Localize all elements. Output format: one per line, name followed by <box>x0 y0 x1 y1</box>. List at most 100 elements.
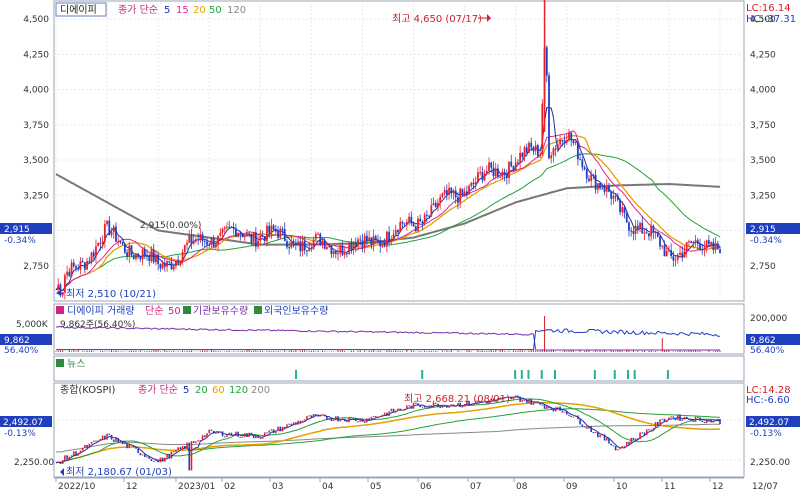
price-candle-body <box>579 159 581 161</box>
price-candle-body <box>383 243 386 247</box>
period-20: 20 <box>193 5 206 16</box>
kospi-candle-body <box>159 457 162 463</box>
price-candle-body <box>217 235 220 245</box>
kospi-hc-value: HC:-6.60 <box>746 395 790 406</box>
kospi-candle-body <box>146 456 148 458</box>
kospi-candle-body <box>670 416 672 418</box>
kospi-candle-body <box>446 404 448 408</box>
price-candle-body <box>616 196 619 200</box>
price-y-tick-left: 4,000 <box>23 86 49 96</box>
price-candle-body <box>623 207 626 214</box>
price-candle-body <box>712 242 715 251</box>
price-candle-body <box>639 222 641 229</box>
price-candle-body <box>590 174 593 181</box>
kospi-candle-body <box>539 402 541 405</box>
price-candle-body <box>332 251 335 255</box>
volume-legend[interactable]: 디에이피 거래량 단순 50 기관보유수량 외국인보유수량 <box>56 305 328 317</box>
price-candle-body <box>461 188 464 195</box>
kospi-candle-body <box>630 437 632 445</box>
kospi-candle-body <box>514 395 517 397</box>
price-candle-body <box>297 241 299 245</box>
kospi-candle-body <box>337 416 339 422</box>
price-candle-body <box>523 147 526 158</box>
kospi-candle-body <box>97 440 99 442</box>
kospi-candle-body <box>179 447 182 450</box>
price-candle-body <box>172 266 175 270</box>
kospi-candle-body <box>372 416 375 418</box>
kospi-candle-body <box>588 426 590 429</box>
volume-badge-right-pct: 56.40% <box>750 346 785 356</box>
kospi-candle-body <box>203 435 206 438</box>
price-candle-body <box>221 228 224 233</box>
price-candle-body <box>61 292 64 296</box>
kospi-candle-body <box>368 418 370 421</box>
kospi-candle-body <box>406 405 408 410</box>
price-candle-body <box>719 249 721 254</box>
lc-value: LC:16.14 <box>746 3 791 14</box>
kospi-candle-body <box>619 447 621 450</box>
kospi-candle-body <box>306 416 308 420</box>
kospi-candle-body <box>441 404 444 408</box>
price-candle-body <box>308 248 311 251</box>
price-candle-body <box>510 161 513 167</box>
price-candle-body <box>301 241 304 252</box>
kospi-candle-body <box>321 414 324 416</box>
price-candle-body <box>368 237 371 242</box>
kospi-candle-body <box>532 402 535 405</box>
price-candle-body <box>108 220 111 236</box>
volume-lines <box>55 316 721 352</box>
kospi-candle-body <box>90 441 93 444</box>
kospi-candle-body <box>170 451 173 459</box>
price-candle-body <box>112 226 115 233</box>
kospi-candle-body <box>490 398 493 401</box>
price-candle-body <box>417 218 419 231</box>
kospi-change-left: -0.13% <box>4 429 36 439</box>
kospi-candle-body <box>246 433 248 437</box>
kospi-candle-body <box>124 443 126 445</box>
price-indicator-label: 종가 단순 <box>118 4 158 16</box>
price-candle-body <box>95 246 97 257</box>
price-candle-body <box>59 284 62 296</box>
ma15-line <box>55 130 721 292</box>
price-candle-body <box>346 253 348 255</box>
price-candle-body <box>317 233 319 235</box>
kospi-candle-body <box>92 440 95 442</box>
kospi-candle-body <box>208 429 211 434</box>
price-candle-body <box>497 168 499 177</box>
mid-annotation: 2,915(0.00%) <box>140 221 201 231</box>
price-candle-body <box>399 221 402 233</box>
kospi-candle-body <box>64 455 66 461</box>
kospi-candle-body <box>494 399 497 402</box>
price-legend[interactable]: 디에이피 종가 단순 5 15 20 50 120 <box>55 2 246 17</box>
stock-name-box[interactable] <box>55 2 107 17</box>
price-candle-body <box>692 242 695 244</box>
news-title[interactable]: 뉴스 <box>67 358 85 370</box>
kospi-indicator-label: 종가 단순 <box>138 384 178 396</box>
price-candle-body <box>374 236 377 241</box>
price-candle-body <box>223 227 226 229</box>
kospi-candle-body <box>164 457 166 462</box>
x-tick-label: 07 <box>470 482 481 492</box>
price-candle-body <box>412 223 415 227</box>
kospi-candle-body <box>457 402 459 406</box>
price-candle-body <box>479 172 482 174</box>
kospi-candle-body <box>88 443 91 448</box>
price-candle-body <box>654 232 657 234</box>
kospi-candle-body <box>639 432 641 440</box>
high-arrow-head <box>487 14 491 22</box>
price-candle-body <box>117 241 120 243</box>
price-candle-body <box>183 244 186 253</box>
kospi-candle-body <box>66 455 68 460</box>
kospi-candle-body <box>177 447 179 450</box>
price-candle-body <box>434 203 437 208</box>
price-candle-body <box>128 245 131 257</box>
kospi-legend[interactable]: 종합(KOSPI) 종가 단순 5 20 60 120 200 <box>60 384 270 396</box>
period-15: 15 <box>176 5 189 16</box>
price-candle-body <box>481 172 484 181</box>
kospi-candle-body <box>599 434 601 438</box>
price-candle-body <box>206 241 208 245</box>
kospi-candle-body <box>261 436 264 439</box>
kospi-period-20: 20 <box>195 385 208 396</box>
price-candle-body <box>539 154 542 157</box>
price-candle-body <box>450 187 453 194</box>
